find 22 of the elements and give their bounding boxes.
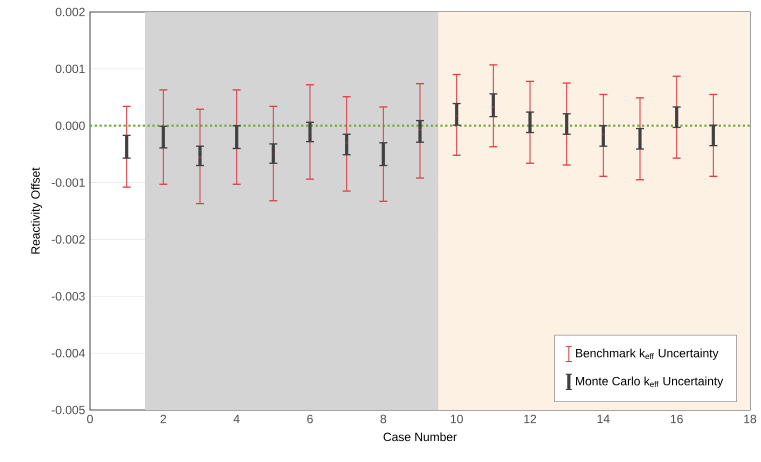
x-axis-title: Case Number <box>384 432 457 442</box>
x-tick-label: 12 <box>524 414 536 424</box>
x-tick-label: 10 <box>450 414 463 424</box>
y-tick-label: -0.003 <box>52 292 85 301</box>
y-tick-label: -0.001 <box>52 178 85 187</box>
x-tick-label: 16 <box>670 414 683 424</box>
y-tick-label: 0.002 <box>56 8 85 16</box>
x-tick-label: 2 <box>160 414 166 424</box>
y-tick-label: -0.005 <box>52 406 85 414</box>
legend-label: Benchmark k$_{eff}$ Uncertainty <box>576 348 718 360</box>
legend-label: Monte Carlo k$_{eff}$ Uncertainty <box>576 376 724 388</box>
x-tick-label: 4 <box>234 414 240 423</box>
y-axis-title: Reactivity Offset <box>30 168 42 254</box>
x-tick-label: 6 <box>307 414 313 424</box>
y-tick-label: 0.000 <box>56 121 85 130</box>
y-tick-label: -0.004 <box>52 348 85 358</box>
x-tick-label: 8 <box>380 414 386 424</box>
y-tick-label: -0.002 <box>52 235 85 244</box>
y-tick-label: 0.001 <box>56 64 85 74</box>
x-tick-label: 0 <box>87 414 93 424</box>
x-tick-label: 18 <box>744 414 756 424</box>
x-tick-label: 14 <box>598 414 610 423</box>
